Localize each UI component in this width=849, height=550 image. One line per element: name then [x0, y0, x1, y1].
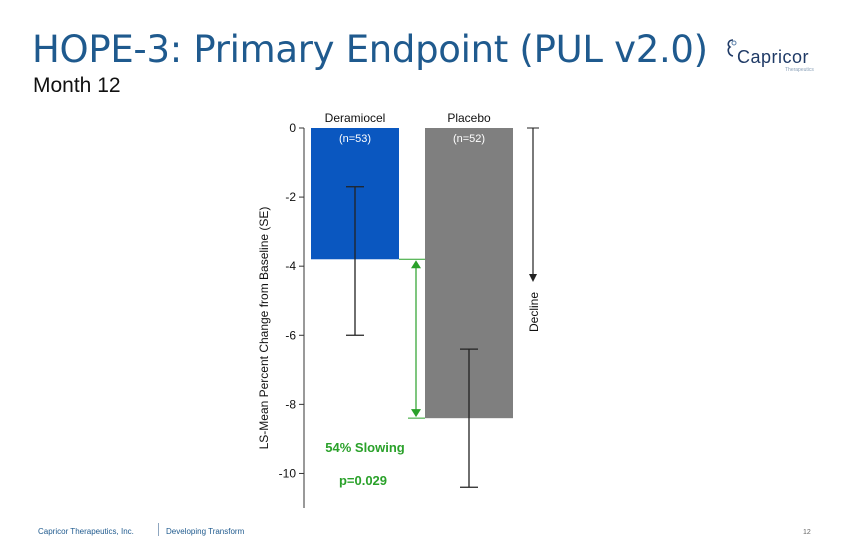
difference-label: 54% Slowing: [325, 440, 405, 455]
footer-tagline: Developing Transform: [166, 527, 245, 536]
bars-layer: [311, 128, 513, 419]
y-tick-label-3: -6: [285, 328, 296, 342]
capricor-logo-icon: [727, 39, 737, 57]
y-axis-title: LS-Mean Percent Change from Baseline (SE…: [257, 207, 271, 450]
y-tick-label-1: -2: [285, 190, 296, 204]
diff-arrow-head-down: [411, 409, 421, 418]
category-label-deramiocel: Deramiocel: [325, 111, 386, 125]
error-bar-deramiocel: [346, 186, 364, 336]
annotations-layer: [399, 127, 539, 419]
footer-separator: [158, 523, 159, 536]
error-bar-placebo: [460, 348, 478, 488]
slide-title: HOPE-3: Primary Endpoint (PUL v2.0): [32, 28, 708, 71]
y-tick-label-4: -8: [285, 397, 296, 411]
endpoint-bar-chart: 0 -2 -4 -6 -8 -10 Deramiocel Placebo (n=53) (…: [257, 111, 541, 508]
y-tick-label-5: -10: [279, 466, 297, 480]
sample-size-placebo: (n=52): [453, 133, 485, 145]
error-bars-layer: [346, 186, 478, 488]
decline-label: Decline: [527, 292, 541, 332]
p-value-label: p=0.029: [339, 473, 387, 488]
y-tick-label-2: -4: [285, 259, 296, 273]
logo-subtext: Therapeutics: [785, 67, 814, 73]
company-logo: Capricor Therapeutics: [725, 38, 820, 74]
y-tick-label-0: 0: [289, 121, 296, 135]
footer-company: Capricor Therapeutics, Inc.: [38, 527, 134, 536]
slide-subtitle: Month 12: [33, 74, 121, 97]
logo-text: Capricor: [737, 47, 810, 67]
category-label-placebo: Placebo: [447, 111, 491, 125]
y-axis: 0 -2 -4 -6 -8 -10: [279, 121, 305, 508]
sample-size-deramiocel: (n=53): [339, 133, 371, 145]
diff-arrow-head-up: [411, 260, 421, 269]
page-number: 12: [803, 529, 811, 536]
decline-arrow-head: [529, 274, 537, 282]
